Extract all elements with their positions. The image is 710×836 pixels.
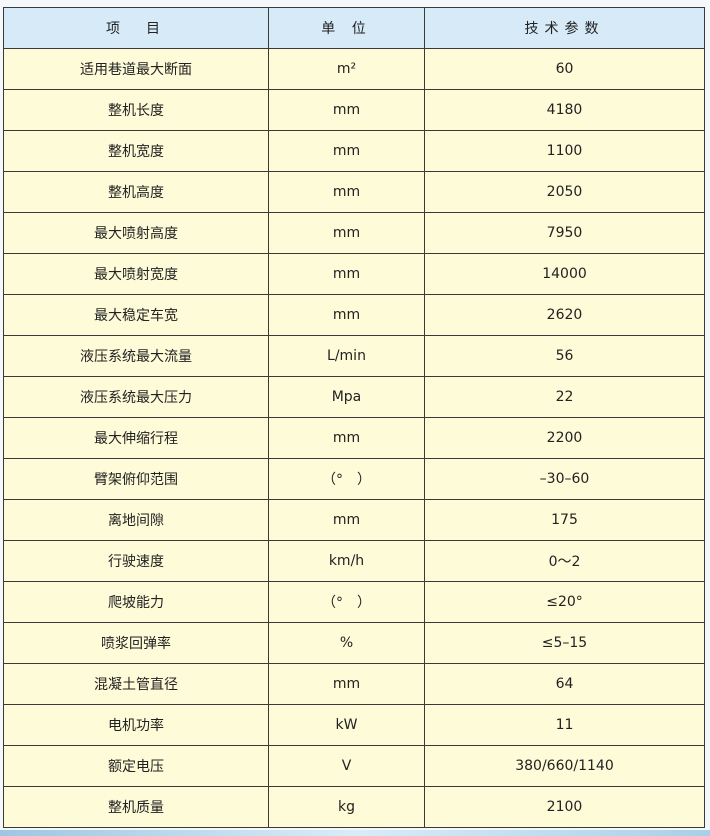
spec-table: 项 目 单 位 技术参数 适用巷道最大断面 m² 60 整机长度 mm 4180 整机宽度 m… [3,7,705,828]
cell-item: 额定电压 [3,745,269,787]
table-row: 最大喷射高度 mm 7950 [3,212,705,254]
cell-unit: mm [268,130,425,172]
cell-item: 整机高度 [3,171,269,213]
table-row: 整机质量 kg 2100 [3,786,705,828]
table-row: 爬坡能力 （° ） ≤20° [3,581,705,623]
cell-value: 56 [424,335,705,377]
cell-item: 电机功率 [3,704,269,746]
cell-value: 64 [424,663,705,705]
cell-value: 22 [424,376,705,418]
table-row: 液压系统最大流量 L/min 56 [3,335,705,377]
table-row: 离地间隙 mm 175 [3,499,705,541]
cell-unit: （° ） [268,581,425,623]
cell-unit: km/h [268,540,425,582]
cell-value: 7950 [424,212,705,254]
cell-unit: mm [268,253,425,295]
cell-value: 4180 [424,89,705,131]
table-header-row: 项 目 单 位 技术参数 [3,7,705,49]
cell-value: 14000 [424,253,705,295]
cell-value: ≤5–15 [424,622,705,664]
table-row: 最大伸缩行程 mm 2200 [3,417,705,459]
table-row: 液压系统最大压力 Mpa 22 [3,376,705,418]
cell-value: 1100 [424,130,705,172]
table-row: 最大喷射宽度 mm 14000 [3,253,705,295]
table-row: 电机功率 kW 11 [3,704,705,746]
table-row: 混凝土管直径 mm 64 [3,663,705,705]
table-row: 整机高度 mm 2050 [3,171,705,213]
cell-value: 2200 [424,417,705,459]
cell-item: 最大喷射高度 [3,212,269,254]
cell-value: 2050 [424,171,705,213]
header-item: 项 目 [3,7,269,49]
cell-unit: kg [268,786,425,828]
cell-item: 最大稳定车宽 [3,294,269,336]
cell-item: 整机宽度 [3,130,269,172]
table-row: 行驶速度 km/h 0～2 [3,540,705,582]
cell-item: 混凝土管直径 [3,663,269,705]
cell-item: 最大伸缩行程 [3,417,269,459]
cell-item: 液压系统最大流量 [3,335,269,377]
cell-unit: mm [268,499,425,541]
cell-unit: mm [268,663,425,705]
table-row: 喷浆回弹率% ≤5–15 [3,622,705,664]
cell-item: 爬坡能力 [3,581,269,623]
table-row: 最大稳定车宽 mm 2620 [3,294,705,336]
cell-item: 整机长度 [3,89,269,131]
cell-value: 11 [424,704,705,746]
table-row: 额定电压 V 380/660/1140 [3,745,705,787]
header-unit: 单 位 [268,7,425,49]
table-row: 适用巷道最大断面 m² 60 [3,48,705,90]
cell-unit: mm [268,89,425,131]
cell-value: 0～2 [424,540,705,582]
cell-unit: （° ） [268,458,425,500]
cell-unit: mm [268,212,425,254]
cell-unit: mm [268,417,425,459]
cell-value: 175 [424,499,705,541]
cell-value: –30–60 [424,458,705,500]
cell-unit: % [268,622,425,664]
cell-unit: m² [268,48,425,90]
cell-value: ≤20° [424,581,705,623]
cell-value: 2620 [424,294,705,336]
cell-unit: Mpa [268,376,425,418]
table-row: 整机宽度 mm 1100 [3,130,705,172]
cell-item: 行驶速度 [3,540,269,582]
cell-unit: mm [268,171,425,213]
cell-unit: mm [268,294,425,336]
cell-item: 液压系统最大压力 [3,376,269,418]
cell-unit: L/min [268,335,425,377]
header-param: 技术参数 [424,7,705,49]
bottom-decoration [0,830,710,836]
cell-value: 60 [424,48,705,90]
cell-value: 2100 [424,786,705,828]
cell-item: 离地间隙 [3,499,269,541]
cell-unit: V [268,745,425,787]
cell-item: 最大喷射宽度 [3,253,269,295]
table-row: 臂架俯仰范围 （° ） –30–60 [3,458,705,500]
cell-item: 臂架俯仰范围 [3,458,269,500]
cell-unit: kW [268,704,425,746]
cell-item: 喷浆回弹率 [3,622,269,664]
table-row: 整机长度 mm 4180 [3,89,705,131]
cell-item: 整机质量 [3,786,269,828]
cell-item: 适用巷道最大断面 [3,48,269,90]
cell-value: 380/660/1140 [424,745,705,787]
